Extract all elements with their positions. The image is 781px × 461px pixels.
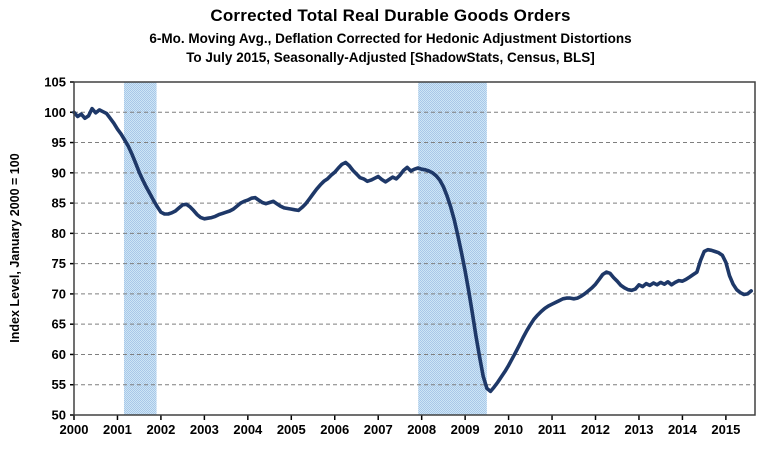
y-tick-label: 85	[52, 196, 66, 211]
x-tick-label: 2015	[711, 422, 740, 437]
y-tick-label: 60	[52, 347, 66, 362]
y-tick-label: 105	[44, 75, 66, 90]
x-tick-label: 2000	[60, 422, 89, 437]
recession-band	[123, 82, 157, 415]
x-tick-label: 2014	[668, 422, 698, 437]
x-tick-label: 2005	[277, 422, 306, 437]
x-tick-label: 2007	[364, 422, 393, 437]
y-tick-label: 100	[44, 105, 66, 120]
y-tick-label: 95	[52, 135, 66, 150]
chart-subtitle-line2: To July 2015, Seasonally-Adjusted [Shado…	[186, 50, 595, 65]
data-line	[72, 106, 753, 394]
x-tick-label: 2013	[625, 422, 654, 437]
y-tick-label: 80	[52, 226, 66, 241]
chart-subtitle-line1: 6-Mo. Moving Avg., Deflation Corrected f…	[149, 31, 632, 46]
recession-band	[418, 82, 487, 415]
x-tick-label: 2010	[494, 422, 523, 437]
x-tick-label: 2003	[190, 422, 219, 437]
y-tick-label: 55	[52, 377, 66, 392]
y-tick-label: 50	[52, 408, 66, 423]
chart-title: Corrected Total Real Durable Goods Order…	[210, 6, 571, 25]
x-tick-label: 2004	[233, 422, 263, 437]
y-tick-label: 65	[52, 317, 66, 332]
plot-border	[73, 81, 756, 416]
x-tick-label: 2001	[103, 422, 132, 437]
y-tick-label: 70	[52, 286, 66, 301]
x-tick-label: 2011	[538, 422, 566, 437]
x-tick-label: 2012	[581, 422, 610, 437]
x-tick-label: 2009	[451, 422, 480, 437]
x-tick-label: 2008	[407, 422, 436, 437]
y-tick-label: 75	[52, 256, 66, 271]
x-tick-label: 2006	[320, 422, 349, 437]
y-tick-label: 90	[52, 165, 66, 180]
x-tick-label: 2002	[146, 422, 175, 437]
